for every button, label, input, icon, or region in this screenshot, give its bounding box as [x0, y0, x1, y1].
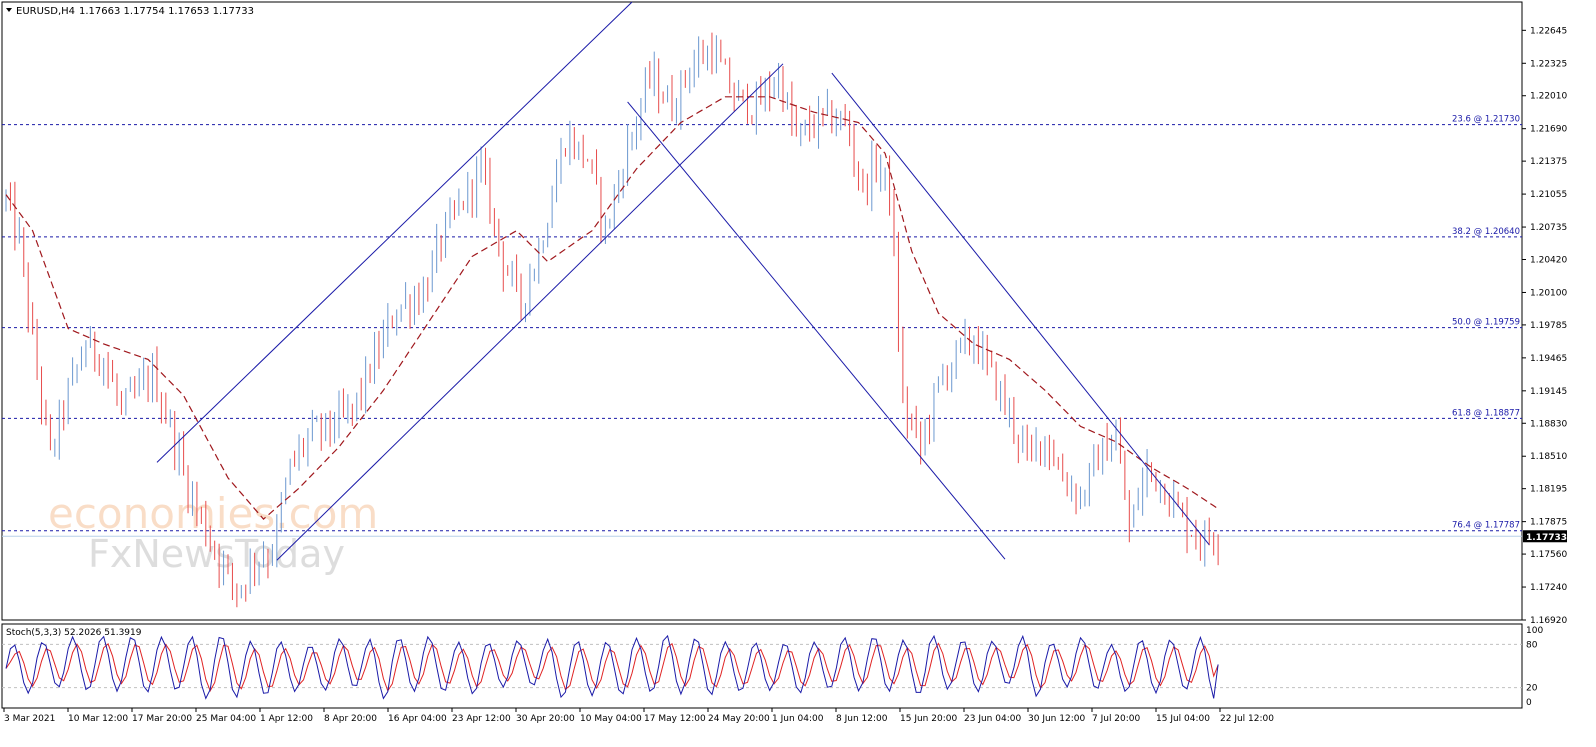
price-tick-label: 1.16920	[1530, 616, 1567, 626]
price-tick-label: 1.21690	[1530, 125, 1567, 135]
price-tick-label: 1.17875	[1530, 518, 1567, 528]
fib-level-label: 38.2 @ 1.20640	[1452, 227, 1520, 237]
time-tick-label: 24 May 20:00	[708, 714, 770, 724]
stoch-panel-frame	[1, 623, 1523, 709]
candles	[5, 32, 1219, 608]
time-tick-label: 1 Jun 04:00	[772, 714, 824, 724]
stoch-signal-line	[5, 642, 1219, 692]
dropdown-triangle-icon[interactable]	[6, 8, 12, 12]
price-tick-label: 1.19465	[1530, 354, 1567, 364]
time-tick-label: 17 May 12:00	[644, 714, 706, 724]
time-tick-label: 3 Mar 2021	[4, 714, 55, 724]
ohlc-values: 1.17663 1.17754 1.17653 1.17733	[79, 6, 254, 17]
price-tick-label: 1.18510	[1530, 452, 1567, 462]
trendlines	[156, 1, 1210, 561]
trendline-channel-lower[interactable]	[276, 63, 784, 561]
time-tick-label: 30 Apr 20:00	[516, 714, 575, 724]
price-tick-label: 1.19145	[1530, 387, 1567, 397]
time-tick-label: 16 Apr 04:00	[388, 714, 447, 724]
stoch-level-label: 20	[1526, 684, 1538, 694]
watermark: economies.com FxNewsToday	[48, 489, 378, 576]
price-tick-label: 1.20420	[1530, 256, 1567, 266]
stoch-level-label: 0	[1526, 698, 1532, 708]
fib-level-label: 23.6 @ 1.21730	[1452, 115, 1520, 125]
fib-level-label: 61.8 @ 1.18877	[1452, 408, 1520, 418]
time-tick-label: 1 Apr 12:00	[260, 714, 313, 724]
main-panel-frame	[1, 1, 1523, 621]
fib-level-label: 50.0 @ 1.19759	[1452, 318, 1520, 328]
time-tick-label: 8 Jun 12:00	[836, 714, 888, 724]
fibonacci-levels: 23.6 @ 1.21730 38.2 @ 1.20640 50.0 @ 1.197…	[2, 115, 1522, 537]
stochastic-indicator: 100 80 20 0	[2, 626, 1543, 708]
price-tick-label: 1.20100	[1530, 288, 1567, 298]
trendline-channel-upper[interactable]	[156, 1, 633, 463]
price-tick-label: 1.22325	[1530, 59, 1567, 69]
time-tick-label: 22 Jul 12:00	[1220, 714, 1274, 724]
trendline-descending-line-b[interactable]	[831, 72, 1210, 546]
price-tick-label: 1.22645	[1530, 26, 1567, 36]
price-tick-label: 1.17240	[1530, 583, 1567, 593]
moving-average-line	[5, 96, 1219, 520]
price-tick-label: 1.19785	[1530, 321, 1567, 331]
stoch-label: Stoch(5,3,3) 52.2026 51.3919	[6, 628, 142, 638]
time-tick-label: 15 Jun 20:00	[900, 714, 957, 724]
current-price-value: 1.17733	[1526, 533, 1567, 543]
current-price-tag	[1523, 530, 1567, 543]
time-tick-label: 10 Mar 12:00	[68, 714, 128, 724]
stoch-main-line	[5, 634, 1219, 700]
time-tick-label: 23 Apr 12:00	[452, 714, 511, 724]
time-tick-label: 8 Apr 20:00	[324, 714, 377, 724]
time-tick-label: 23 Jun 04:00	[964, 714, 1021, 724]
time-axis: 3 Mar 2021 10 Mar 12:00 17 Mar 20:00 25 Mar…	[3, 708, 1274, 724]
price-tick-label: 1.18830	[1530, 419, 1567, 429]
chart-header: EURUSD,H4 1.17663 1.17754 1.17653 1.1773…	[6, 6, 254, 17]
price-tick-label: 1.21055	[1530, 190, 1567, 200]
time-tick-label: 10 May 04:00	[580, 714, 642, 724]
moving-average	[5, 96, 1219, 520]
watermark-line-2: FxNewsToday	[88, 532, 345, 576]
stoch-level-label: 100	[1526, 626, 1543, 636]
time-tick-label: 15 Jul 04:00	[1156, 714, 1210, 724]
fib-level-label: 76.4 @ 1.17787	[1452, 521, 1520, 531]
price-tick-label: 1.21375	[1530, 157, 1567, 167]
time-tick-label: 25 Mar 04:00	[196, 714, 256, 724]
price-tick-label: 1.20735	[1530, 223, 1567, 233]
price-tick-label: 1.18195	[1530, 485, 1567, 495]
time-tick-label: 17 Mar 20:00	[132, 714, 192, 724]
time-tick-label: 7 Jul 20:00	[1092, 714, 1141, 724]
symbol-label: EURUSD,H4	[16, 6, 75, 17]
stoch-level-label: 80	[1526, 640, 1538, 650]
trendline-descending-line-a[interactable]	[627, 101, 1006, 560]
price-axis: 1.22645 1.22325 1.22010 1.21690 1.21375 1.210…	[1522, 26, 1567, 626]
price-tick-label: 1.17560	[1530, 550, 1567, 560]
price-tick-label: 1.22010	[1530, 92, 1567, 102]
time-tick-label: 30 Jun 12:00	[1028, 714, 1085, 724]
watermark-line-1: economies.com	[48, 489, 378, 538]
